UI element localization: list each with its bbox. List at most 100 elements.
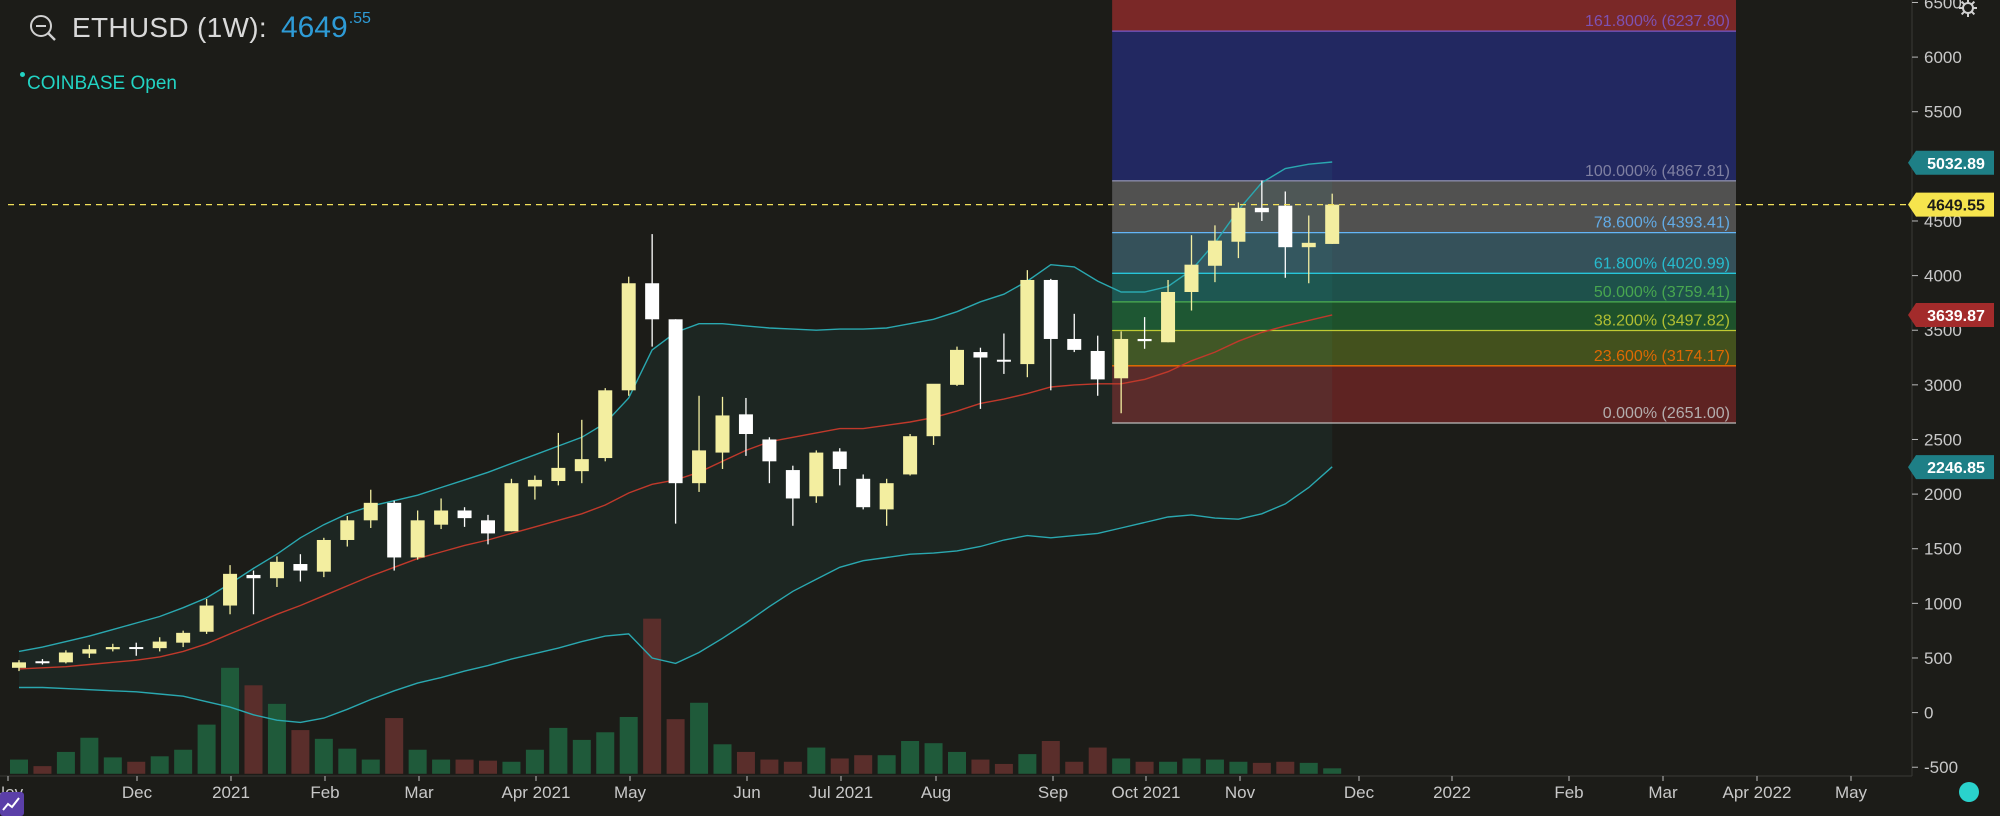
volume-bar bbox=[1088, 747, 1107, 774]
volume-bar bbox=[1182, 758, 1201, 774]
x-tick-label: Apr 2022 bbox=[1723, 783, 1792, 802]
volume-bar bbox=[385, 718, 404, 774]
status-dot-icon bbox=[20, 72, 25, 77]
volume-bar bbox=[971, 759, 990, 774]
candle-body bbox=[316, 539, 331, 572]
fib-zone-7 bbox=[1112, 365, 1736, 423]
volume-bar bbox=[103, 757, 122, 774]
volume-bar bbox=[1018, 754, 1037, 774]
y-tick-label: 3000 bbox=[1924, 376, 1962, 395]
volume-bar bbox=[1135, 761, 1154, 774]
candle-body bbox=[879, 483, 894, 510]
volume-bar bbox=[174, 749, 193, 774]
candle-body bbox=[504, 483, 519, 532]
candle-body bbox=[738, 414, 753, 435]
volume-bar bbox=[854, 755, 873, 774]
price-tag: 3639.87 bbox=[1908, 302, 1994, 327]
candle-body bbox=[809, 452, 824, 497]
candle-body bbox=[293, 564, 308, 571]
volume-bar bbox=[80, 737, 99, 774]
candle-body bbox=[12, 662, 26, 668]
volume-bar bbox=[596, 732, 615, 774]
volume-bar bbox=[455, 759, 474, 774]
volume-bar bbox=[432, 759, 451, 774]
fib-zone-2 bbox=[1112, 180, 1736, 233]
x-tick-label: Feb bbox=[1554, 783, 1583, 802]
indicators-icon[interactable] bbox=[0, 792, 24, 816]
volume-bar bbox=[1323, 768, 1342, 774]
candle-body bbox=[457, 510, 472, 519]
volume-bar bbox=[127, 761, 146, 774]
volume-bar bbox=[1229, 761, 1248, 774]
y-tick-label: 500 bbox=[1924, 649, 1952, 668]
x-tick-label: Oct 2021 bbox=[1112, 783, 1181, 802]
volume-bar bbox=[713, 744, 732, 774]
price-tag: 5032.89 bbox=[1908, 150, 1994, 175]
candle-body bbox=[199, 605, 214, 632]
candle-body bbox=[481, 520, 495, 534]
exchange-status: COINBASE Open bbox=[20, 72, 177, 95]
volume-bar bbox=[948, 751, 966, 774]
fib-label-3: 61.800% (4020.99) bbox=[1594, 255, 1730, 272]
y-tick-label: 1500 bbox=[1924, 540, 1962, 559]
volume-bar bbox=[736, 751, 755, 774]
volume-bar bbox=[1112, 758, 1131, 774]
candle-body bbox=[223, 573, 238, 606]
volume-bar bbox=[994, 763, 1013, 774]
fib-label-6: 23.600% (3174.17) bbox=[1594, 348, 1730, 365]
live-status-dot[interactable] bbox=[1959, 782, 1979, 802]
candle-body bbox=[1137, 338, 1152, 342]
current-price: 4649.55 bbox=[281, 10, 371, 45]
indicators-icon-bg bbox=[0, 792, 24, 816]
price-tag-text: 3639.87 bbox=[1927, 308, 1985, 325]
candle-body bbox=[856, 478, 871, 508]
volume-bar bbox=[901, 741, 920, 774]
y-tick-label: 6000 bbox=[1924, 48, 1962, 67]
volume-bar bbox=[525, 749, 544, 774]
price-tag-bg bbox=[1908, 150, 1994, 175]
volume-bar bbox=[197, 724, 216, 774]
candle-body bbox=[785, 470, 800, 499]
volume-bar bbox=[10, 759, 28, 774]
candle-body bbox=[152, 641, 167, 649]
candle-body bbox=[1067, 338, 1082, 350]
y-tick-label: -500 bbox=[1924, 758, 1958, 777]
price-decimals: .55 bbox=[348, 10, 371, 27]
x-tick-label: Nov bbox=[1225, 783, 1256, 802]
volume-bar bbox=[502, 761, 521, 774]
y-tick-label: 4500 bbox=[1924, 212, 1962, 231]
volume-bar bbox=[549, 727, 568, 774]
x-tick-label: Mar bbox=[404, 783, 434, 802]
fib-label-2: 78.600% (4393.41) bbox=[1594, 215, 1730, 232]
volume-bar bbox=[877, 755, 896, 774]
volume-bar bbox=[690, 702, 709, 774]
volume-bar bbox=[666, 719, 685, 774]
candle-body bbox=[574, 459, 589, 472]
candle-body bbox=[668, 319, 683, 484]
candle-body bbox=[58, 652, 73, 663]
candle-body bbox=[715, 415, 730, 453]
fib-label-7: 0.000% (2651.00) bbox=[1603, 405, 1730, 422]
price-tag-bg bbox=[1908, 192, 1994, 217]
candle-body bbox=[1043, 279, 1058, 339]
settings-gear-icon[interactable] bbox=[1959, 0, 1977, 17]
candle-body bbox=[1325, 204, 1340, 244]
volume-bar bbox=[572, 739, 591, 774]
volume-bar bbox=[1252, 762, 1271, 774]
symbol-title: ETHUSD (1W): bbox=[72, 11, 267, 43]
y-tick-label: 4000 bbox=[1924, 267, 1962, 286]
volume-bar bbox=[807, 747, 826, 774]
candle-body bbox=[1231, 207, 1246, 242]
candle-body bbox=[1207, 240, 1222, 266]
candle-body bbox=[1090, 350, 1105, 380]
volume-bar bbox=[33, 766, 52, 774]
volume-bar bbox=[783, 761, 802, 774]
volume-bar bbox=[1299, 762, 1318, 774]
price-tag-bg bbox=[1908, 455, 1994, 480]
price-tag-bg bbox=[1908, 302, 1994, 327]
candle-body bbox=[762, 439, 777, 462]
fib-label-4: 50.000% (3759.41) bbox=[1594, 284, 1730, 301]
zoom-out-icon[interactable] bbox=[28, 13, 58, 43]
exchange-status-text: COINBASE Open bbox=[27, 73, 177, 94]
